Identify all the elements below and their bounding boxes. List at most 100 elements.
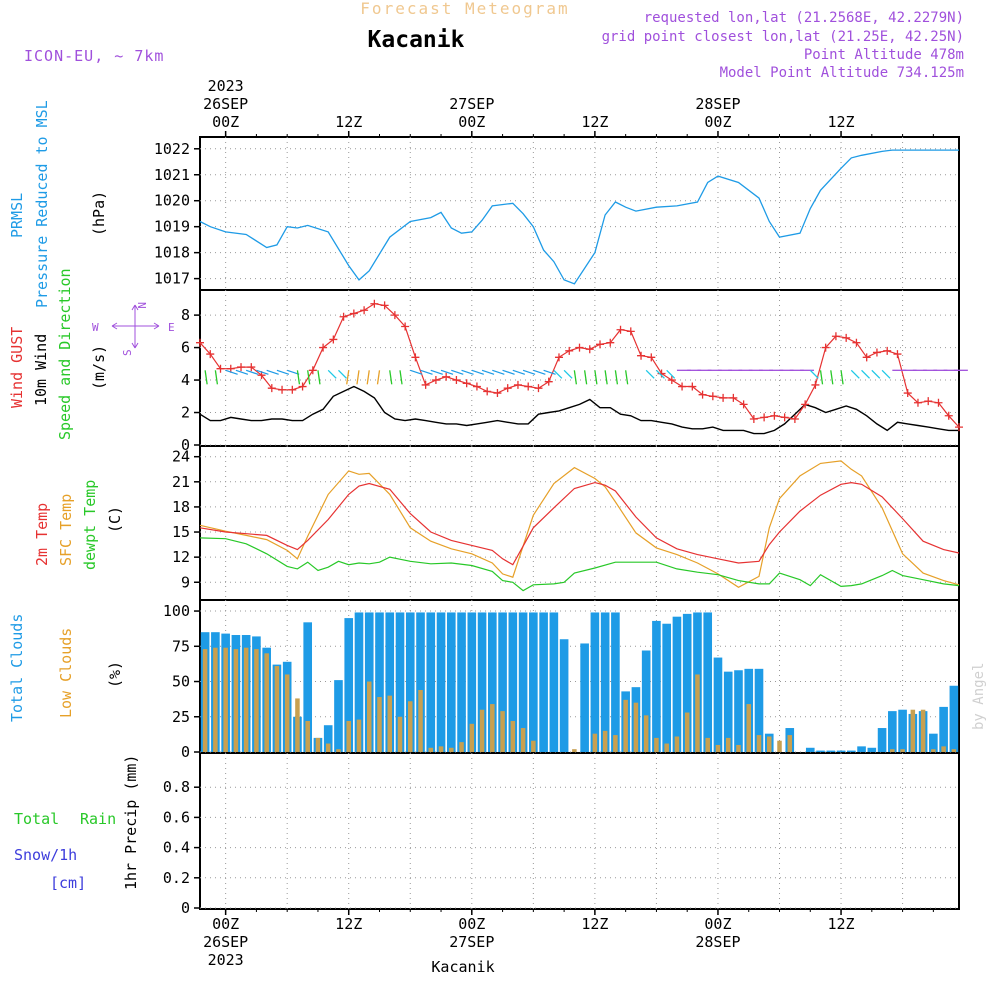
wind-dir-arrow bbox=[830, 370, 834, 385]
wind-dir-arrow bbox=[214, 370, 219, 385]
total-cloud-bar bbox=[703, 612, 713, 752]
ytick-label: 50 bbox=[172, 673, 190, 691]
year-label: 2023 bbox=[208, 951, 244, 969]
ytick-label: 0 bbox=[181, 899, 190, 917]
wind-dir-arrow bbox=[245, 369, 259, 375]
gust-marker bbox=[267, 384, 276, 393]
date-label: 27SEP bbox=[449, 933, 494, 951]
time-label: 00Z bbox=[704, 915, 731, 933]
gust-marker bbox=[729, 393, 738, 402]
total-cloud-bar bbox=[303, 622, 313, 752]
time-label: 00Z bbox=[212, 113, 239, 131]
gust-marker bbox=[493, 389, 502, 398]
wind-dir-arrow bbox=[266, 369, 279, 375]
gust-marker bbox=[411, 353, 420, 362]
year-label: 2023 bbox=[208, 77, 244, 95]
gust-marker bbox=[606, 338, 615, 347]
gust-marker bbox=[760, 413, 769, 422]
gust-marker bbox=[319, 343, 328, 352]
panel-frame-4 bbox=[199, 752, 960, 910]
low-cloud-bar bbox=[397, 716, 403, 752]
low-cloud-bar bbox=[746, 704, 751, 752]
gust-marker bbox=[575, 343, 584, 352]
low-cloud-bar bbox=[243, 647, 249, 752]
total-cloud-bar bbox=[323, 725, 333, 752]
date-label: 28SEP bbox=[695, 95, 740, 113]
gust-marker bbox=[708, 392, 717, 401]
low-cloud-bar bbox=[890, 749, 895, 752]
gust-marker bbox=[688, 382, 697, 391]
low-cloud-bar bbox=[408, 701, 413, 752]
gust-marker bbox=[452, 376, 461, 385]
ytick-label: 1021 bbox=[154, 166, 190, 184]
total-cloud-bar bbox=[898, 709, 907, 752]
wind-dir-arrow bbox=[850, 369, 860, 379]
gust-marker bbox=[360, 306, 369, 315]
wind-dir-arrow bbox=[594, 370, 598, 385]
gust-marker bbox=[780, 413, 789, 422]
total-cloud-bar bbox=[436, 612, 446, 752]
total-cloud-bar bbox=[805, 747, 815, 752]
point-altitude: Point Altitude 478m bbox=[804, 47, 964, 63]
gust-marker bbox=[801, 400, 810, 409]
low-cloud-bar bbox=[438, 746, 444, 752]
low-cloud-bar bbox=[725, 737, 731, 752]
total-cloud-bar bbox=[929, 733, 938, 752]
gust-marker bbox=[390, 311, 399, 320]
gust-marker bbox=[893, 350, 902, 359]
low-cloud-bar bbox=[510, 720, 516, 752]
gust-marker bbox=[934, 398, 943, 407]
wind-dir-arrow bbox=[317, 370, 321, 385]
prmsl-label: PRMSL bbox=[8, 193, 26, 238]
wind-dir-arrow bbox=[461, 369, 474, 375]
low-cloud-bar bbox=[459, 742, 464, 752]
wind-dir-arrow bbox=[840, 370, 844, 385]
low-cloud-bar bbox=[910, 709, 916, 752]
total-cloud-bar bbox=[600, 612, 610, 752]
low-cloud-bar bbox=[715, 744, 721, 752]
pressure-msl-label: Pressure Reduced to MSL bbox=[33, 100, 51, 308]
wind-dir-arrow bbox=[327, 369, 337, 379]
ytick-label: 6 bbox=[181, 339, 190, 357]
pressure-unit: (hPa) bbox=[90, 191, 108, 236]
gust-marker bbox=[308, 366, 317, 375]
low-cloud-bar bbox=[449, 747, 454, 752]
ytick-label: 1017 bbox=[154, 270, 190, 288]
low-cloud-bar bbox=[356, 719, 362, 752]
ytick-label: 8 bbox=[181, 306, 190, 324]
wind-dir-arrow bbox=[522, 369, 536, 375]
total-cloud-bar bbox=[826, 750, 836, 752]
gust-marker bbox=[637, 351, 646, 360]
wind-dir-arrow bbox=[583, 370, 588, 385]
total-cloud-bar bbox=[457, 612, 466, 752]
ytick-label: 12 bbox=[172, 548, 190, 566]
low-cloud-bar bbox=[295, 698, 300, 752]
time-label: 12Z bbox=[335, 915, 362, 933]
low-cloud-bar bbox=[202, 649, 208, 752]
low-cloud-bar bbox=[284, 674, 290, 752]
gust-marker bbox=[288, 385, 297, 394]
low-cloud-bar bbox=[941, 746, 946, 752]
low-cloud-bar bbox=[418, 689, 423, 752]
wind-dir-arrow bbox=[881, 369, 891, 379]
total-cloud-bar bbox=[580, 643, 589, 752]
time-label: 12Z bbox=[581, 113, 608, 131]
low-cloud-bar bbox=[736, 744, 741, 752]
low-cloud-bar bbox=[900, 749, 905, 752]
total-cloud-bar bbox=[405, 612, 415, 752]
total-cloud-bar bbox=[713, 657, 723, 752]
total-cloud-bar bbox=[652, 620, 661, 752]
rain-label: Rain bbox=[80, 810, 116, 828]
total-cloud-bar bbox=[867, 747, 877, 752]
total-cloud-bar bbox=[334, 680, 343, 752]
low-cloud-bar bbox=[613, 735, 618, 752]
gust-marker bbox=[329, 335, 338, 344]
wind-dir-arrow bbox=[235, 369, 249, 375]
total-cloud-bar bbox=[949, 685, 959, 752]
cm-label: [cm] bbox=[50, 874, 86, 892]
time-label: 00Z bbox=[458, 915, 485, 933]
ytick-label: 0.6 bbox=[163, 808, 190, 826]
gust-marker bbox=[903, 389, 912, 398]
total-cloud-bar bbox=[734, 670, 743, 752]
